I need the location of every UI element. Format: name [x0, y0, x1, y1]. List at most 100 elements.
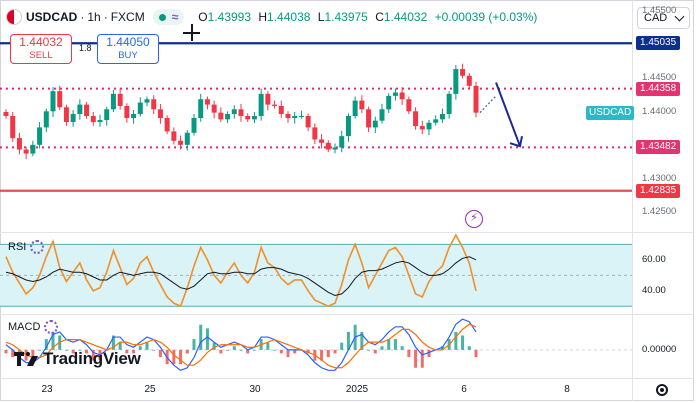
candle-body [218, 112, 224, 120]
candle-body [251, 116, 257, 120]
macd-histogram-bar [38, 349, 42, 351]
price-level-label: 1.44358 [636, 81, 681, 96]
candle-body [231, 109, 237, 114]
tradingview-logo[interactable]: TradingView [14, 349, 141, 369]
lightning-event-icon[interactable]: ⚡ [465, 210, 483, 228]
projection-dotted [479, 95, 497, 114]
buy-price: 1.44050 [106, 35, 150, 49]
macd-histogram-bar [239, 349, 243, 351]
macd-histogram-bar [360, 331, 364, 350]
indicator-settings-icon[interactable] [44, 320, 59, 334]
macd-pane[interactable] [0, 314, 632, 378]
market-open-dot-icon [158, 13, 166, 21]
low-value: 1.43975 [324, 10, 368, 24]
candle-body [339, 136, 345, 148]
price-tick: 1.44500 [642, 72, 677, 84]
macd-histogram-bar [212, 342, 216, 350]
candle-body [265, 93, 271, 105]
macd-histogram-bar [340, 342, 344, 350]
candle-body [292, 116, 298, 119]
sell-label: SELL [29, 50, 53, 61]
time-tick: 2025 [345, 384, 369, 395]
candle-body [332, 147, 338, 150]
macd-histogram-bar [279, 349, 283, 354]
price-tick: 1.44000 [642, 105, 677, 117]
market-status-pill[interactable]: ≈ [152, 9, 185, 25]
pane-divider[interactable] [0, 232, 694, 233]
candle-body [406, 99, 412, 112]
candle-body [104, 109, 110, 121]
macd-histogram-bar [387, 339, 391, 350]
macd-histogram-bar [326, 349, 330, 358]
candle-body [379, 109, 385, 121]
candle-body [178, 140, 184, 145]
candle-body [285, 113, 291, 119]
candle-body [238, 109, 244, 116]
macd-signal-line [5, 323, 477, 369]
pane-divider[interactable] [0, 314, 694, 315]
macd-axis[interactable]: 0.00000 [633, 314, 696, 378]
ohlc-values: O1.43993 H1.44038 L1.43975 C1.44032 +0.0… [198, 10, 538, 24]
symbol-name[interactable]: USDCAD [26, 10, 78, 24]
candle-body [298, 116, 304, 117]
usd-cad-flag-icon [6, 9, 22, 25]
rsi-title[interactable]: RSI [8, 240, 45, 254]
buy-button[interactable]: 1.44050 BUY [97, 34, 159, 64]
macd-histogram-bar [400, 346, 404, 350]
candle-body [164, 118, 170, 132]
rsi-tick: 40.00 [642, 284, 666, 296]
projection-arrowhead [509, 135, 523, 148]
price-level-label: 1.45035 [636, 36, 681, 51]
candle-body [50, 91, 56, 112]
candle-body [312, 127, 318, 140]
candle-body [191, 118, 197, 133]
candle-body [399, 92, 405, 100]
price-chart[interactable] [0, 0, 632, 232]
candle-body [446, 93, 452, 114]
macd-histogram-bar [91, 349, 95, 361]
rsi-tick: 60.00 [642, 253, 666, 265]
currency-selector[interactable]: CAD [637, 7, 690, 29]
macd-histogram-bar [246, 349, 250, 354]
candle-body [137, 102, 143, 114]
macd-histogram-bar [64, 349, 68, 351]
macd-histogram-bar [85, 349, 89, 354]
time-axis[interactable]: 23 25 30 2025 6 8 [0, 379, 632, 401]
current-price-symbol-label: USDCAD [586, 105, 635, 120]
interval[interactable]: 1h [87, 10, 101, 24]
time-tick: 8 [564, 384, 570, 395]
macd-histogram-bar [172, 349, 176, 365]
candle-body [171, 131, 177, 141]
sell-button[interactable]: 1.44032 SELL [10, 34, 72, 64]
buy-label: BUY [118, 50, 138, 61]
macd-histogram-bar [205, 328, 209, 350]
candle-body [211, 104, 217, 113]
open-value: 1.43993 [207, 10, 252, 24]
price-tick: 1.45500 [642, 5, 677, 17]
macd-title[interactable]: MACD [8, 320, 59, 334]
macd-histogram-bar [158, 349, 162, 358]
macd-histogram-bar [132, 349, 136, 354]
macd-histogram-bar [252, 349, 256, 351]
candle-body [419, 126, 425, 130]
macd-histogram-bar [44, 339, 48, 350]
rsi-pane[interactable] [0, 232, 632, 314]
gear-icon[interactable] [656, 384, 668, 396]
price-axis[interactable]: 1.45500 1.44500 1.44000 1.43000 1.42500 1.450… [633, 0, 696, 232]
macd-histogram-bar [138, 346, 142, 350]
candle-body [110, 93, 116, 110]
macd-histogram-bar [420, 349, 424, 368]
macd-histogram-bar [380, 346, 384, 350]
rsi-axis[interactable]: 60.00 40.00 [633, 232, 696, 314]
rsi-line [5, 233, 477, 308]
macd-histogram-bar [367, 349, 371, 351]
macd-histogram-bar [226, 349, 230, 351]
projection-arrow [495, 82, 521, 147]
macd-histogram-bar [266, 342, 270, 350]
candle-body [413, 111, 419, 127]
macd-tick: 0.00000 [642, 343, 677, 355]
macd-histogram-bar [407, 349, 411, 358]
indicator-settings-icon[interactable] [30, 240, 45, 254]
candle-body [117, 93, 123, 106]
